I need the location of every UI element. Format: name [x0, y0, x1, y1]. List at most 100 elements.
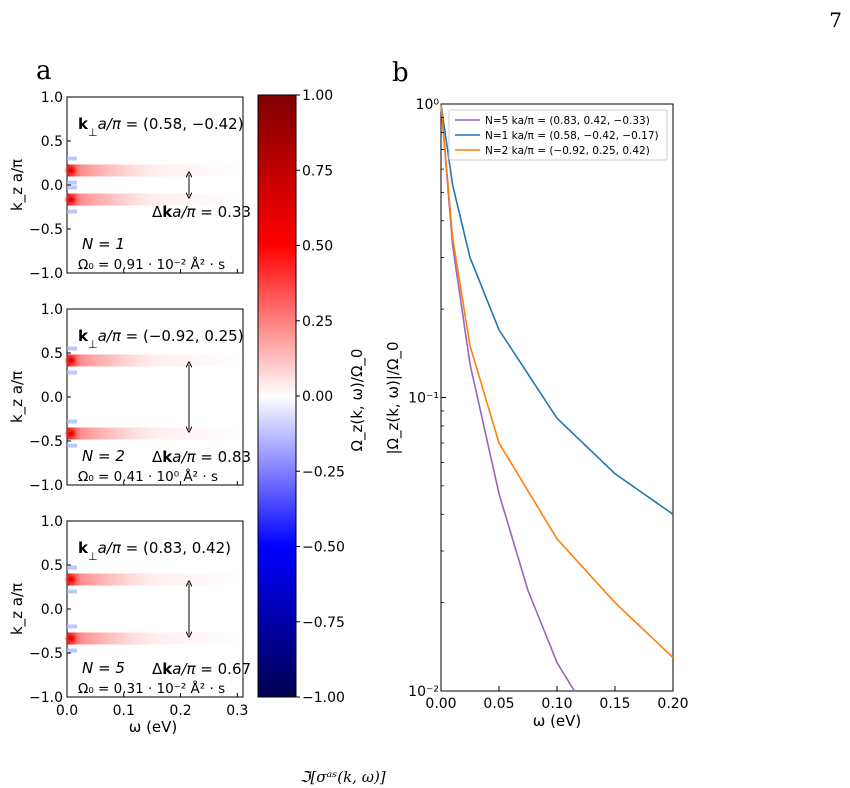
colorbar-tick-label: −0.50 — [302, 540, 345, 556]
y-tick-label: 1.0 — [41, 90, 63, 106]
spectral-streak — [67, 193, 243, 206]
y-tick-label: 1.0 — [41, 514, 63, 530]
y-axis-label: k_z a/π — [8, 583, 27, 635]
spectral-streak — [67, 632, 243, 645]
x-tick-label: 0.20 — [657, 696, 688, 712]
y-axis-label: k_z a/π — [8, 371, 27, 423]
legend-entry: N=5 ka/π = (0.83, 0.42, −0.33) — [485, 115, 650, 127]
omega0-annotation: Ω₀ = 0.41 · 10⁰ Å² · s — [78, 468, 218, 485]
colorbar: 1.00 0.75 0.50 0.25 0.00 −0.25 −0.50 −0.75 −1.00… — [257, 88, 367, 706]
series-line-1 — [440, 103, 576, 692]
x-tick-label: 0.0 — [56, 703, 78, 719]
panel-a-xlabel: ω (eV) — [129, 718, 178, 736]
x-tick-label: 0.00 — [425, 696, 456, 712]
subplot-frame — [66, 520, 244, 698]
series-line-3 — [440, 103, 674, 659]
colorbar-tick-label: 0.50 — [302, 239, 333, 255]
negative-lobe — [67, 443, 77, 448]
panel-b-chart: 0.00 0.05 0.10 0.15 0.20 10⁰ 10⁻¹ 10⁻² |Ω_z(k, … — [384, 97, 689, 730]
x-tick-label: 0.05 — [483, 696, 514, 712]
heatmap-subplot-1: 1.0 0.5 0.0 −0.5 −1.0 k_z a/π k⊥a/π = (0.58, −… — [8, 90, 251, 282]
colorbar-tick-label: 0.00 — [302, 389, 333, 405]
legend-entry: N=1 ka/π = (0.58, −0.42, −0.17) — [485, 130, 659, 142]
x-tick-label: 0.3 — [226, 703, 248, 719]
spectral-streak — [67, 427, 243, 440]
panel-a-label: a — [36, 56, 52, 86]
heatmap-subplot-3: 1.0 0.5 0.0 −0.5 −1.0 k_z a/π k⊥a/π = (0.83, 0… — [8, 514, 251, 706]
y-tick-label: −1.0 — [29, 266, 63, 282]
subplot-frame — [66, 308, 244, 486]
y-tick-label: −0.5 — [29, 646, 63, 662]
y-tick-label: 10⁻² — [408, 684, 439, 700]
y-axis-label: k_z a/π — [8, 159, 27, 211]
negative-lobe — [67, 209, 77, 214]
omega0-annotation: Ω₀ = 0.31 · 10⁻² Å² · s — [78, 680, 225, 697]
panel-a-heatmaps: 1.0 0.5 0.0 −0.5 −1.0 k_z a/π k⊥a/π = (0.58, −… — [8, 90, 251, 719]
n-annotation: N = 2 — [82, 447, 125, 465]
x-tick-label: 0.2 — [169, 703, 191, 719]
delta-k-annotation: Δka/π = 0.83 — [152, 448, 251, 466]
peak-spot — [64, 427, 78, 440]
y-tick-label: 0.5 — [41, 134, 63, 150]
y-tick-label: 10⁰ — [416, 97, 440, 113]
y-tick-label: 0.0 — [41, 602, 63, 618]
spectral-streak — [67, 164, 243, 177]
colorbar-tick-label: −0.25 — [302, 464, 345, 480]
series-line-2 — [440, 103, 674, 515]
delta-k-annotation: Δka/π = 0.33 — [152, 203, 251, 221]
y-tick-label: 1.0 — [41, 302, 63, 318]
negative-lobe — [67, 180, 77, 185]
panel-b-label: b — [392, 58, 409, 88]
negative-lobe — [67, 156, 77, 161]
kperp-annotation: k⊥a/π = (0.58, −0.42) — [78, 115, 244, 139]
colorbar-tick-label: 0.25 — [302, 314, 333, 330]
delta-k-annotation: Δka/π = 0.67 — [152, 660, 251, 678]
subplot-frame — [66, 96, 244, 274]
heatmap-subplot-2: 1.0 0.5 0.0 −0.5 −1.0 k_z a/π k⊥a/π = (−0.92, … — [8, 302, 251, 494]
page-number: 7 — [829, 8, 842, 32]
peak-spot — [64, 573, 78, 586]
legend: N=5 ka/π = (0.83, 0.42, −0.33) N=1 ka/π =… — [448, 109, 668, 161]
legend-box — [448, 109, 668, 161]
spectral-streak — [67, 354, 243, 367]
negative-lobe — [67, 565, 77, 570]
y-tick-label: −0.5 — [29, 434, 63, 450]
colorbar-tick-label: 0.75 — [302, 163, 333, 179]
x-tick-label: 0.15 — [599, 696, 630, 712]
x-tick-label: 0.1 — [113, 703, 135, 719]
n-annotation: N = 1 — [82, 235, 125, 253]
negative-lobe — [67, 589, 77, 594]
colorbar-tick-label: 1.00 — [302, 88, 333, 104]
negative-lobe — [67, 648, 77, 653]
colorbar-tick-label: −0.75 — [302, 615, 345, 631]
omega0-annotation: Ω₀ = 0.91 · 10⁻² Å² · s — [78, 256, 225, 273]
colorbar-label: Ω_z(k, ω)/Ω_0 — [348, 349, 367, 452]
negative-lobe — [67, 419, 77, 424]
legend-entry: N=2 ka/π = (−0.92, 0.25, 0.42) — [485, 145, 650, 157]
y-tick-label: 0.5 — [41, 558, 63, 574]
kperp-annotation: k⊥a/π = (0.83, 0.42) — [78, 539, 231, 563]
y-tick-label: 0.0 — [41, 390, 63, 406]
y-tick-label: 10⁻¹ — [408, 391, 439, 407]
negative-lobe — [67, 624, 77, 629]
panel-b-xlabel: ω (eV) — [533, 712, 582, 730]
peak-spot — [64, 193, 78, 206]
spectral-streak — [67, 573, 243, 586]
n-annotation: N = 5 — [82, 659, 125, 677]
negative-lobe — [67, 346, 77, 351]
y-tick-label: 0.0 — [41, 178, 63, 194]
peak-spot — [64, 632, 78, 645]
negative-lobe — [67, 370, 77, 375]
colorbar-tick-label: −1.00 — [302, 690, 345, 706]
y-tick-label: −1.0 — [29, 690, 63, 706]
negative-lobe — [67, 185, 77, 190]
y-tick-label: −1.0 — [29, 478, 63, 494]
peak-spot — [64, 354, 78, 367]
footer-formula: ℑ[σᵃˢ(k, ω)] — [300, 768, 386, 786]
kperp-annotation: k⊥a/π = (−0.92, 0.25) — [78, 327, 244, 351]
peak-spot — [64, 164, 78, 177]
x-tick-label: 0.10 — [541, 696, 572, 712]
y-tick-label: 0.5 — [41, 346, 63, 362]
panel-b-ylabel: |Ω_z(k, ω)|/Ω_0 — [384, 342, 403, 455]
